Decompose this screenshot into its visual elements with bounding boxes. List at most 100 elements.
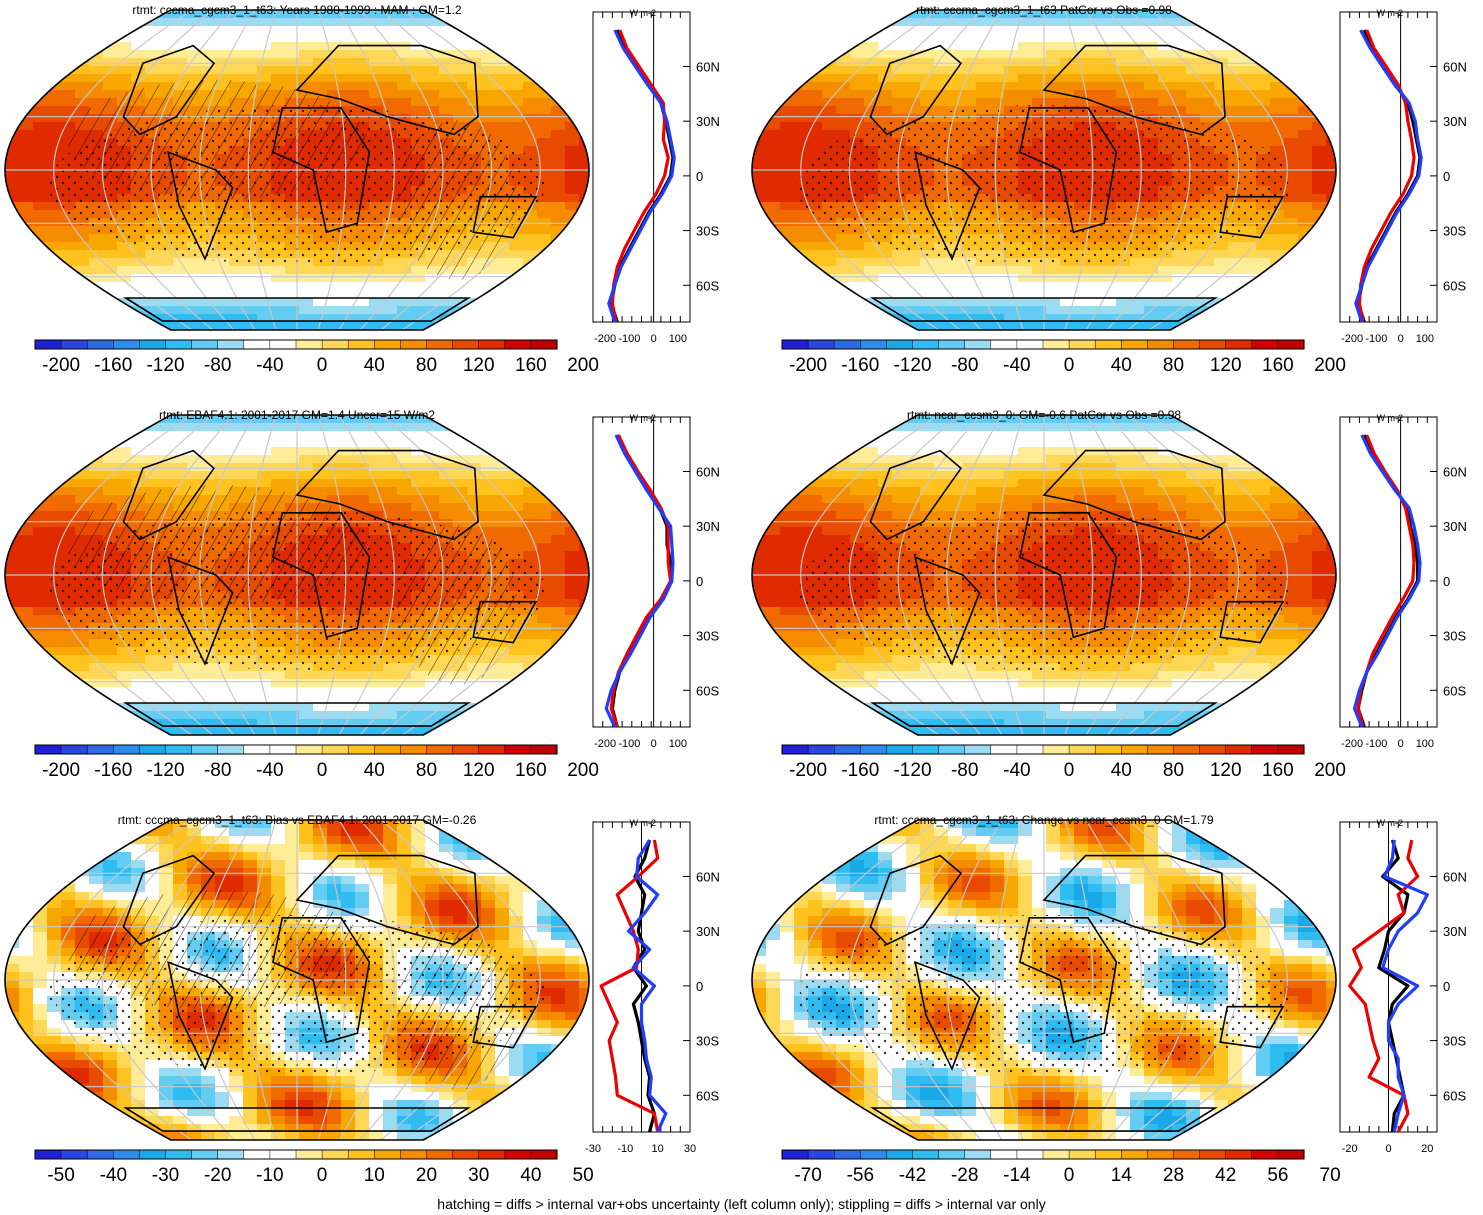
- colorbar-frame: [34, 1149, 558, 1160]
- colorbar-tick-label: 0: [317, 760, 328, 781]
- colorbar-swatch: [321, 744, 349, 755]
- colorbar-swatch: [781, 339, 809, 350]
- colorbar-swatch: [1277, 1149, 1305, 1160]
- colorbar-swatch: [1147, 1149, 1175, 1160]
- colorbar: -50 -40 -30 -20 -10 0 10 20 30 40 50: [34, 1149, 594, 1186]
- colorbar-swatch: [833, 339, 861, 350]
- colorbar-tick-label: 56: [1267, 1165, 1288, 1186]
- continent-outline: [271, 107, 371, 234]
- zonal-unit: W m-2: [1377, 413, 1404, 423]
- colorbar-tick-label: -80: [204, 355, 231, 376]
- colorbar-tick-label: -160: [841, 355, 879, 376]
- colorbar-swatch: [347, 1149, 375, 1160]
- zonal-unit: W m-2: [630, 413, 657, 423]
- zonal-x-tick: -20: [1342, 1143, 1358, 1155]
- map-title: rtmt: cccma_cgcm3_1_t63: Years 1980-1999…: [132, 3, 461, 17]
- lat-label: 30S: [696, 629, 719, 644]
- colorbar-swatch: [938, 1149, 966, 1160]
- colorbar-swatch: [1094, 1149, 1122, 1160]
- colorbar-tick-label: 120: [1210, 760, 1242, 781]
- colorbar-tick-label: 40: [364, 760, 385, 781]
- continent-outline: [123, 702, 471, 727]
- continent-outline: [167, 960, 234, 1071]
- colorbar-tick-label: -80: [951, 355, 978, 376]
- colorbar: -200 -160 -120 -80 -40 0 40 80 120 160 200: [781, 744, 1346, 781]
- lat-label: 60N: [1443, 869, 1467, 884]
- colorbar-swatch: [113, 744, 140, 755]
- colorbar-swatch: [1225, 339, 1253, 350]
- continent-outline: [914, 150, 981, 261]
- colorbar-swatch: [165, 339, 193, 350]
- continent-outline: [122, 854, 216, 946]
- colorbar-swatch: [86, 339, 114, 350]
- colorbar-swatch: [217, 744, 245, 755]
- colorbar-swatch: [60, 744, 88, 755]
- colorbar-tick-label: 28: [1163, 1165, 1184, 1186]
- colorbar-swatch: [191, 1149, 219, 1160]
- colorbar-swatch: [504, 744, 532, 755]
- colorbar-tick-label: 40: [520, 1165, 541, 1186]
- colorbar-swatch: [886, 744, 914, 755]
- lat-label: 60S: [1443, 278, 1466, 293]
- zonal-x-tick: 100: [669, 738, 687, 750]
- hatch-overlay: [67, 890, 367, 1010]
- colorbar-swatch: [347, 744, 375, 755]
- map-border: [751, 9, 1337, 331]
- continent-outline: [1018, 917, 1118, 1044]
- colorbar-swatch: [34, 339, 62, 350]
- colorbar-tick-label: -42: [899, 1165, 926, 1186]
- colorbar-swatch: [1277, 339, 1305, 350]
- colorbar-swatch: [1121, 1149, 1148, 1160]
- continent-outline: [295, 854, 479, 946]
- lat-label: 60N: [1443, 464, 1467, 479]
- colorbar-swatch: [60, 339, 88, 350]
- colorbar-swatch: [504, 339, 532, 350]
- continent-outline: [1042, 854, 1226, 946]
- lat-label: 30N: [696, 519, 720, 534]
- colorbar-swatch: [781, 1149, 809, 1160]
- colorbar-tick-label: -40: [256, 760, 283, 781]
- colorbar-swatch: [1016, 744, 1044, 755]
- colorbar-tick-label: 200: [567, 760, 599, 781]
- colorbar-swatch: [833, 1149, 861, 1160]
- colorbar-swatch: [1042, 1149, 1070, 1160]
- zonal-x-tick: -100: [618, 333, 640, 345]
- colorbar-swatch: [295, 1149, 323, 1160]
- zonal-frame: [1339, 11, 1438, 323]
- colorbar-swatch: [1251, 339, 1279, 350]
- colorbar-tick-label: -200: [42, 355, 80, 376]
- colorbar-frame: [781, 339, 1305, 350]
- lat-label: 60S: [696, 1088, 719, 1103]
- zonal-frame: [592, 11, 691, 323]
- zonal-x-tick: 0: [651, 738, 657, 750]
- hatch-overlay: [397, 525, 517, 685]
- zonal-frame: [592, 416, 691, 728]
- lat-label: 30S: [1443, 224, 1466, 239]
- zonal-mean-plot: -200 -100 0 100 60N 30N 0 30S 60S W m-2: [592, 413, 720, 750]
- colorbar-tick-label: 160: [515, 760, 547, 781]
- colorbar-swatch: [295, 339, 323, 350]
- zonal-series-obs-blue: [1354, 29, 1423, 323]
- continent-outline: [123, 1107, 471, 1132]
- zonal-series-obs-blue: [627, 839, 668, 1133]
- colorbar-swatch: [374, 1149, 401, 1160]
- colorbar-frame: [34, 744, 558, 755]
- colorbar-tick-label: 120: [463, 760, 495, 781]
- continent-outline: [1042, 449, 1226, 541]
- colorbar-tick-label: -160: [94, 760, 132, 781]
- continent-outline: [1018, 107, 1118, 234]
- colorbar-tick-label: 0: [1064, 1165, 1075, 1186]
- continent-outline: [1219, 195, 1285, 239]
- colorbar-swatch: [1121, 744, 1148, 755]
- hatch-overlay: [397, 930, 517, 1090]
- map-border: [751, 414, 1337, 736]
- colorbar-swatch: [426, 744, 454, 755]
- map-bias: rtmt: cccma_cgcm3_1_t63: Bias vs EBAF4.1…: [4, 813, 590, 1141]
- continent-outline: [1042, 44, 1226, 136]
- colorbar-tick-label: 80: [1163, 355, 1184, 376]
- colorbar: -200 -160 -120 -80 -40 0 40 80 120 160 200: [34, 339, 599, 376]
- zonal-mean-plot: -30 -10 10 30 60N 30N 0 30S 60S W m-2: [585, 818, 720, 1155]
- zonal-unit: W m-2: [1377, 8, 1404, 18]
- continent-outline: [271, 511, 371, 639]
- zonal-series-obs-blue: [604, 434, 675, 728]
